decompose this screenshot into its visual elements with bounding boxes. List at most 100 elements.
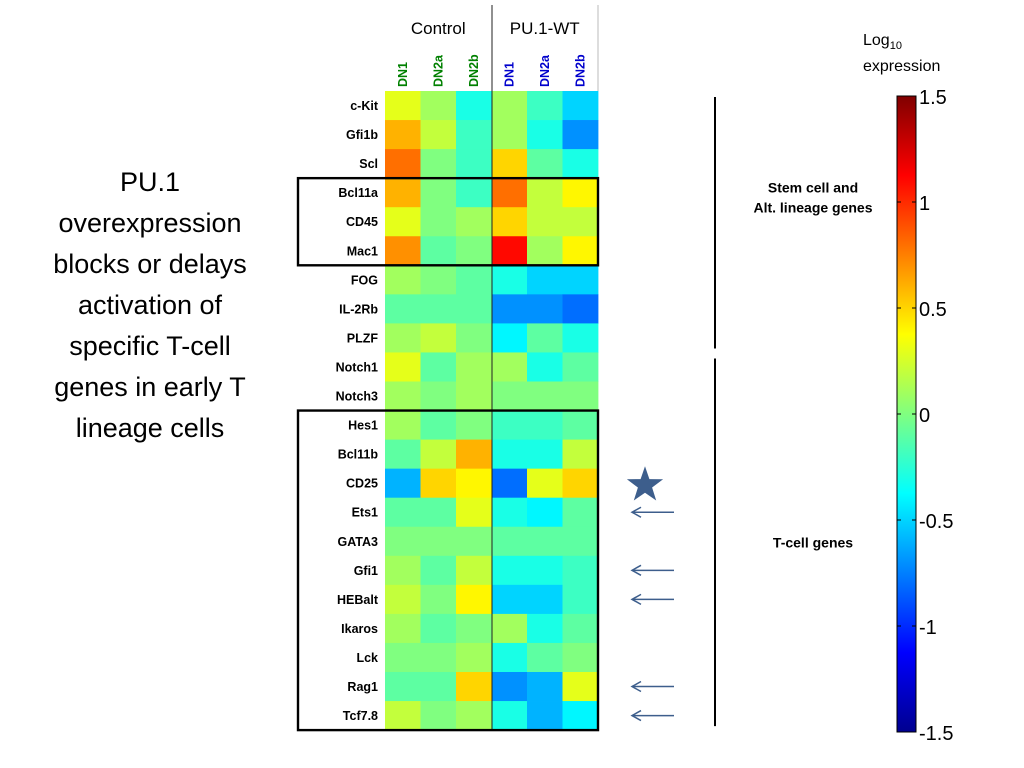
heatmap-cell [420,265,457,295]
heatmap-cell [562,91,599,121]
caption-line: lineage cells [75,413,225,443]
row-labels: c-Kit Gfi1b Scl Bcl11a CD45 Mac1 FOG IL-2Rb PLZF… [336,99,379,723]
heatmap-cell [456,439,492,470]
heatmap-cell [527,91,563,121]
heatmap-cell [456,149,492,179]
heatmap-cell [456,265,492,295]
heatmap-cell [456,613,492,644]
heatmap-cell [385,178,421,208]
caption-line: specific T-cell [69,331,231,361]
row-label: c-Kit [350,99,379,113]
heatmap-cell [491,178,528,208]
heatmap-cell [562,207,599,237]
heatmap-cell [385,701,421,731]
heatmap-cell [491,294,528,324]
heatmap-cell [562,149,599,179]
row-label: CD25 [346,477,378,491]
heatmap-cell [491,497,528,528]
colorbar-tick-label: -1.5 [919,723,953,745]
heatmap-cell [385,410,421,440]
heatmap-cell [491,584,528,615]
column-label: DN1 [502,62,516,87]
heatmap-cell [385,497,421,528]
heatmap-cell [562,613,599,644]
heatmap-cell [527,178,563,208]
row-label: Mac1 [347,244,378,258]
highlight-boxes [296,176,600,732]
heatmap-cell [385,120,421,150]
heatmap-cell [385,236,421,266]
heatmap-cell [527,642,563,673]
heatmap-cell [420,294,457,324]
colorbar: Log10 expression 1.5 1 0.5 0 -0.5 -1 -1.5 [863,32,953,745]
heatmap-cell [491,642,528,673]
heatmap-cell [491,381,528,411]
heatmap-cell [456,672,492,702]
column-label: DN2b [467,54,481,87]
heatmap-cell [491,526,528,557]
heatmap-cell [562,526,599,557]
heatmap-cell [420,672,457,702]
heatmap-cell [456,497,492,528]
row-label: Scl [359,157,378,171]
heatmap-cell [456,294,492,324]
heatmap-cell [527,526,563,557]
heatmap-cell [562,323,599,353]
heatmap-cell [491,91,528,121]
heatmap-cell [562,352,599,382]
heatmap-cell [527,149,563,179]
heatmap-cell [527,613,563,644]
highlight-box [296,176,600,267]
heatmap-cell [420,497,457,528]
colorbar-tick-label: 0.5 [919,299,947,321]
column-label: DN1 [396,62,410,87]
arrow-marker [630,564,674,576]
heatmap-cell [420,323,457,353]
heatmap-cell [562,584,599,615]
heatmap-cell [420,236,457,266]
highlight-box [296,409,600,732]
heatmap-cell [420,584,457,615]
heatmap-cell [456,701,492,731]
caption-line: blocks or delays [53,249,247,279]
bracket-label: Stem cell and [768,180,858,196]
heatmap-cell [527,439,563,470]
heatmap-cell [527,672,563,702]
heatmap-cell [385,439,421,470]
heatmap-cell [491,410,528,440]
row-label: FOG [351,273,378,287]
row-label: PLZF [347,331,379,345]
heatmap-cell [385,149,421,179]
heatmap-cell [385,352,421,382]
heatmap-cell [527,352,563,382]
heatmap-cell [491,149,528,179]
arrow-marker [630,680,674,693]
heatmap-cell [456,642,492,673]
heatmap-cell [385,207,421,237]
heatmap-cell [562,265,599,295]
heatmap-cell [456,410,492,440]
heatmap-cell [385,294,421,324]
caption-line: overexpression [58,208,242,238]
caption-line: genes in early T [54,372,246,402]
row-label: Rag1 [347,680,378,694]
row-markers [626,466,674,722]
heatmap-cell [456,468,492,499]
heatmap-cell [456,555,492,586]
colorbar-tick-label: 1 [919,193,930,215]
heatmap-cell [491,265,528,295]
heatmap-cell [562,555,599,586]
heatmap-cell [420,381,457,411]
heatmap-cell [562,120,599,150]
group-label: Control [411,19,466,38]
heatmap-cell [527,207,563,237]
heatmap-cell [562,468,599,499]
heatmap-cell [527,236,563,266]
group-labels: Control PU.1-WT [411,19,580,38]
heatmap-cell [491,207,528,237]
row-label: Tcf7.8 [343,709,378,723]
heatmap-cell [420,91,457,121]
heatmap-cell [491,352,528,382]
heatmap-cell [527,584,563,615]
